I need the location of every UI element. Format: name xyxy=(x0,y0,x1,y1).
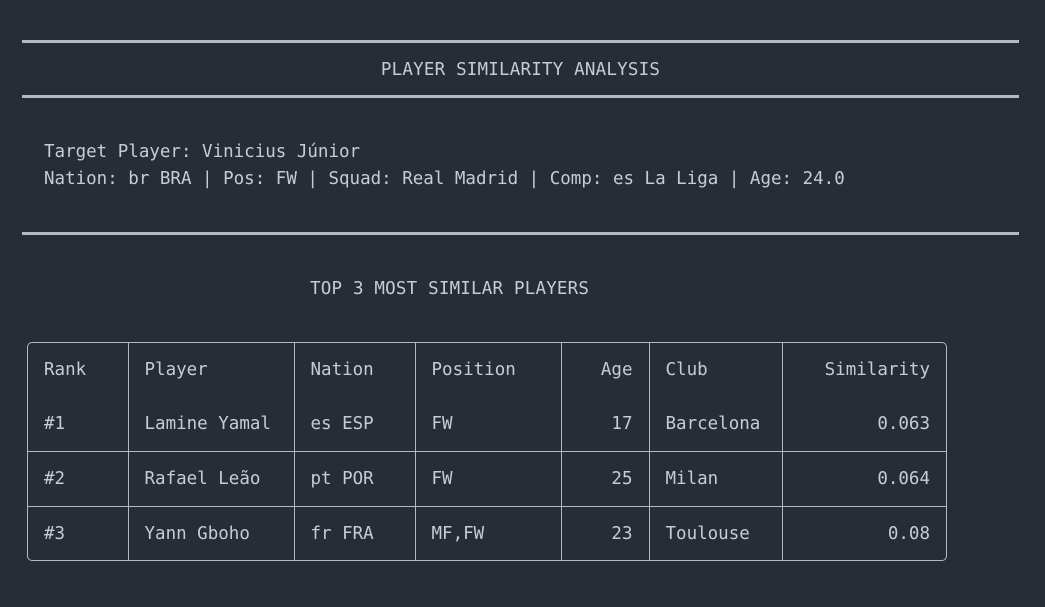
target-details-line: Nation: br BRA | Pos: FW | Squad: Real M… xyxy=(44,169,845,189)
age-cell: 17 xyxy=(560,397,649,452)
player-cell: Rafael Leão xyxy=(127,451,294,507)
nation-cell: pt POR xyxy=(293,451,415,507)
column-header-player: Player xyxy=(127,343,294,397)
column-header-rank: Rank xyxy=(44,360,87,380)
title-rule xyxy=(22,95,1019,98)
age-cell: 23 xyxy=(560,506,649,561)
similarity-cell: 0.08 xyxy=(781,506,946,561)
age-cell: 25 xyxy=(560,451,649,507)
position-cell: MF,FW xyxy=(414,506,561,561)
nation-cell: es ESP xyxy=(293,397,415,452)
similarity-table: Rank Player Nation Position Age Club Sim… xyxy=(27,342,947,561)
rank-cell: #1 xyxy=(44,414,66,434)
page-title: PLAYER SIMILARITY ANALYSIS xyxy=(380,60,661,80)
target-player-line: Target Player: Vinicius Júnior xyxy=(44,142,361,162)
column-header-position: Position xyxy=(414,343,561,397)
top-rule xyxy=(22,40,1019,43)
table-row: #3 Yann Gboho fr FRA MF,FW 23 Toulouse 0… xyxy=(28,506,946,561)
rank-cell: #3 xyxy=(28,506,128,561)
club-cell: Milan xyxy=(648,451,782,507)
column-header-nation: Nation xyxy=(293,343,415,397)
table-row: #1 Lamine Yamal es ESP FW 17 Barcelona 0… xyxy=(28,397,946,452)
results-title: TOP 3 MOST SIMILAR PLAYERS xyxy=(310,279,590,299)
table-header-row: Rank Player Nation Position Age Club Sim… xyxy=(28,343,946,397)
column-header-similarity: Similarity xyxy=(781,343,946,397)
column-header-age: Age xyxy=(560,343,649,397)
section-rule xyxy=(22,232,1019,235)
column-header-club: Club xyxy=(648,343,782,397)
club-cell: Toulouse xyxy=(648,506,782,561)
player-cell: Yann Gboho xyxy=(127,506,294,561)
player-cell: Lamine Yamal xyxy=(127,397,294,452)
similarity-cell: 0.063 xyxy=(781,397,946,452)
similarity-cell: 0.064 xyxy=(781,451,946,507)
nation-cell: fr FRA xyxy=(293,506,415,561)
position-cell: FW xyxy=(414,451,561,507)
position-cell: FW xyxy=(414,397,561,452)
table-row: #2 Rafael Leão pt POR FW 25 Milan 0.064 xyxy=(28,451,946,507)
club-cell: Barcelona xyxy=(648,397,782,452)
rank-cell: #2 xyxy=(28,451,128,507)
